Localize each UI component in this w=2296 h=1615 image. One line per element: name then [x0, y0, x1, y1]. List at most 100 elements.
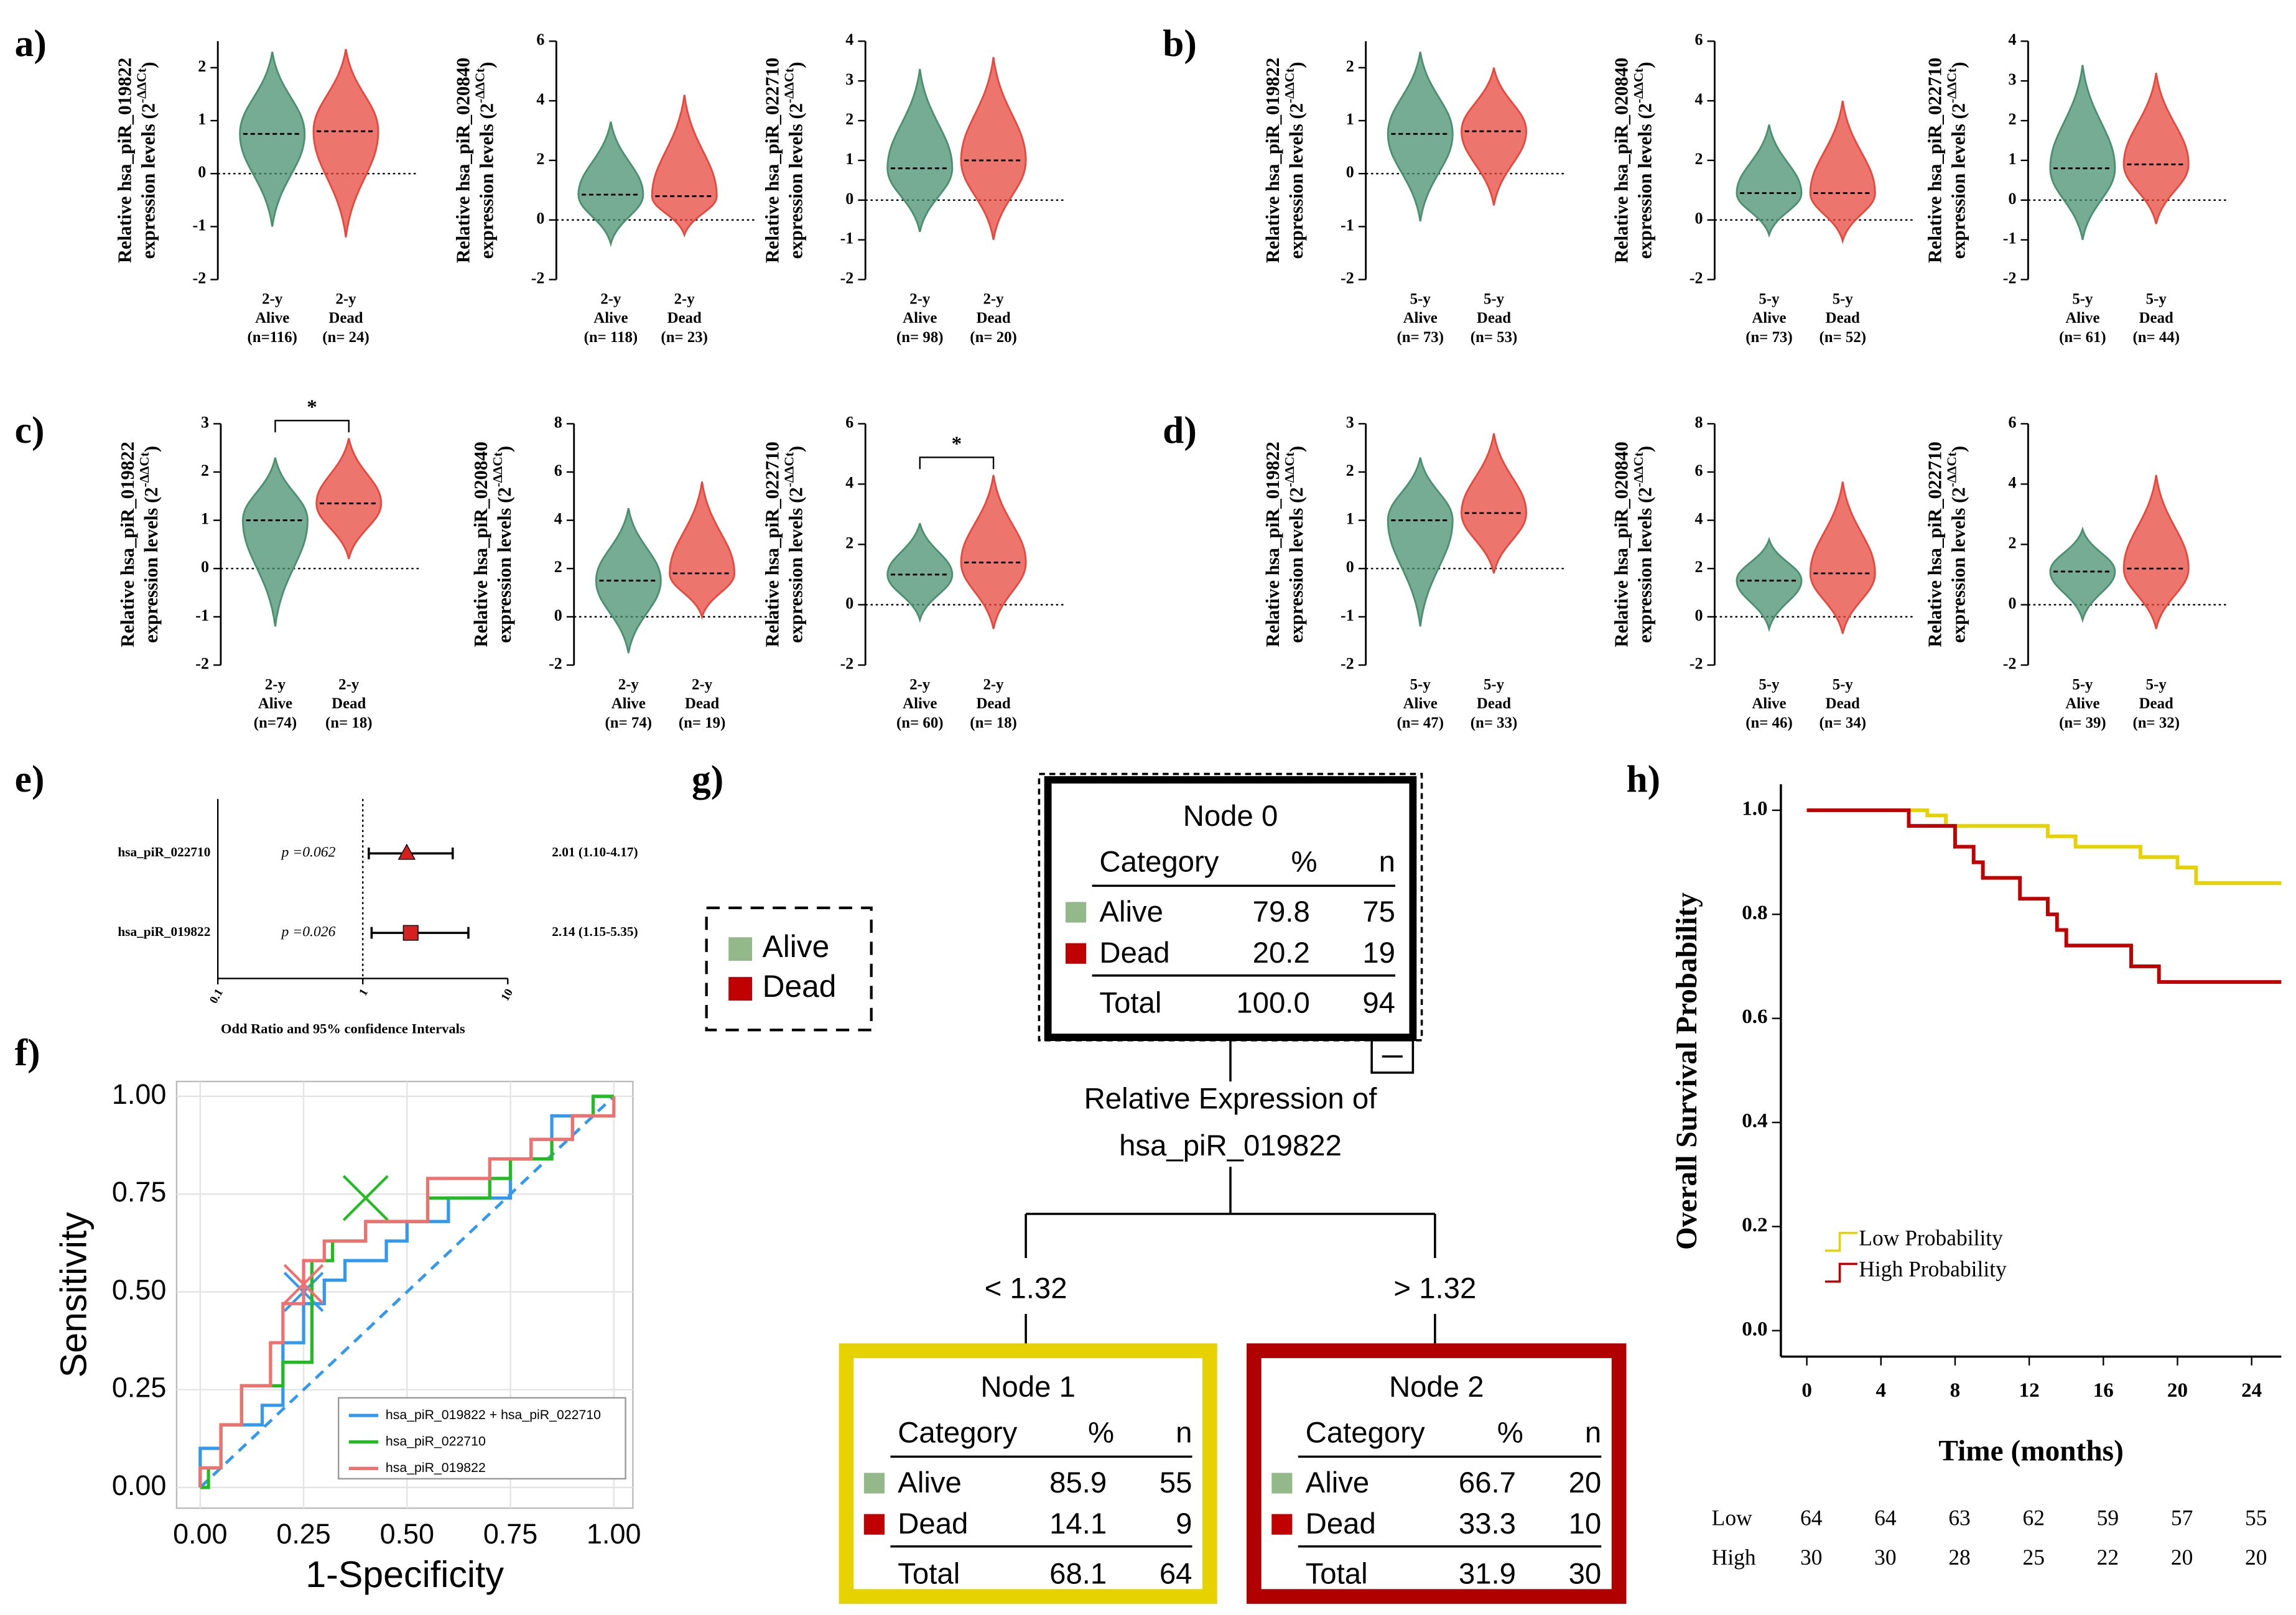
tree-connector	[1025, 1040, 1436, 1344]
y-tick-label: 6	[1694, 30, 1703, 49]
x-tick-label: Dead	[685, 695, 719, 712]
x-tick-label: (n= 46)	[1745, 715, 1793, 731]
risk-count: 64	[1874, 1505, 1897, 1530]
x-tick-label: (n= 24)	[322, 329, 369, 346]
y-axis-label: Relative hsa_piR_022710	[762, 442, 783, 647]
risk-count: 22	[2097, 1545, 2119, 1570]
cell: 64	[1160, 1558, 1192, 1591]
y-label-line: Relative hsa_piR_019822	[117, 442, 138, 647]
y-label-text: expression levels (2	[141, 487, 162, 643]
risk-count: 64	[1800, 1505, 1823, 1530]
column-header: %	[1291, 845, 1318, 878]
x-tick-label: Dead	[1826, 695, 1860, 712]
y-label-line: Relative hsa_piR_019822	[1262, 442, 1283, 647]
x-tick-label: 0.00	[173, 1518, 227, 1550]
x-tick-label: 4	[1875, 1379, 1886, 1402]
y-label-sup: -ΔΔCt	[490, 452, 505, 487]
y-label-sup: -ΔΔCt	[1631, 452, 1646, 487]
x-tick-label: (n= 73)	[1397, 329, 1444, 346]
panel-label: e)	[15, 758, 45, 800]
x-tick-label: 2-y	[618, 676, 639, 693]
x-tick-label: 2-y	[909, 676, 931, 693]
y-tick-label: -1	[2003, 229, 2017, 248]
y-label-sup: -ΔΔCt	[137, 452, 152, 487]
y-tick-label: 0.75	[112, 1176, 166, 1208]
significance-label: *	[307, 396, 317, 419]
x-tick-label: Dead	[328, 310, 363, 326]
x-tick-label: (n= 32)	[2132, 715, 2180, 731]
x-tick-label: 24	[2241, 1379, 2262, 1402]
cell: Dead	[1099, 937, 1169, 969]
risk-count: 20	[2171, 1545, 2193, 1570]
panel-label: b)	[1163, 22, 1197, 65]
cell: 30	[1569, 1558, 1602, 1591]
violin	[577, 121, 644, 248]
category-swatch	[1271, 1473, 1293, 1494]
x-tick-label: 2-y	[909, 290, 931, 307]
risk-count: 59	[2097, 1505, 2119, 1530]
violin	[1387, 457, 1454, 627]
y-label-text: )	[1286, 446, 1307, 452]
y-tick-label: 2	[2008, 534, 2016, 552]
y-label-text: )	[1635, 446, 1656, 452]
violin	[1809, 481, 1876, 634]
y-label-sup: -ΔΔCt	[1282, 452, 1297, 487]
y-label-text: )	[494, 446, 515, 452]
violin	[669, 481, 736, 620]
violin	[315, 438, 383, 560]
survival-curve	[1806, 808, 2282, 984]
y-axis-label: expression levels (2-ΔΔCt)	[781, 446, 806, 643]
y-tick-label: 4	[845, 473, 853, 491]
violin	[1736, 536, 1803, 632]
risk-row-label: Low	[1712, 1505, 1752, 1530]
y-tick-label: -1	[195, 606, 209, 624]
x-tick-label: 2-y	[338, 676, 360, 693]
cell: Alive	[898, 1466, 962, 1499]
y-label-text: expression levels (2	[785, 103, 806, 259]
cell: Total	[898, 1558, 960, 1591]
cell: 94	[1362, 987, 1395, 1020]
x-tick-label: 5-y	[1410, 290, 1431, 307]
split-label: Relative Expression of	[1084, 1082, 1378, 1115]
branch-label: > 1.32	[1393, 1272, 1476, 1305]
y-tick-label: 2	[198, 57, 206, 75]
x-tick-label: (n= 23)	[661, 329, 708, 346]
y-label-text: expression levels (2	[1635, 487, 1656, 643]
legend-label: Dead	[763, 969, 837, 1004]
violin	[1736, 124, 1803, 238]
column-header: n	[1585, 1416, 1601, 1449]
panel-label: g)	[692, 758, 723, 800]
y-tick-label: 6	[554, 461, 562, 479]
y-label-sup: -ΔΔCt	[473, 68, 488, 103]
column-header: %	[1497, 1416, 1523, 1449]
row-label: hsa_piR_019822	[118, 924, 210, 939]
x-tick-label: Alive	[611, 695, 646, 712]
panel-label: a)	[15, 22, 47, 65]
y-axis-label: expression levels (2-ΔΔCt)	[473, 62, 498, 259]
cell: Alive	[1099, 895, 1163, 928]
x-tick-label: 2-y	[983, 676, 1005, 693]
x-tick-label: (n= 47)	[1397, 715, 1444, 731]
violin	[960, 57, 1027, 240]
survival-curve	[1806, 808, 2282, 886]
cell: Dead	[898, 1507, 968, 1540]
y-axis-label: Relative hsa_piR_019822	[1262, 58, 1283, 264]
x-tick-label: 20	[2167, 1379, 2188, 1402]
y-tick-label: 0.0	[1742, 1317, 1767, 1340]
x-tick-label: (n=74)	[254, 715, 297, 731]
y-tick-label: 0.6	[1742, 1005, 1767, 1028]
y-tick-label: 2	[1694, 150, 1703, 168]
y-label-line: Relative hsa_piR_022710	[1925, 58, 1946, 264]
x-tick-label: 1.00	[587, 1518, 641, 1550]
y-axis-label: Sensitivity	[53, 1212, 95, 1378]
x-tick-label: 0.25	[276, 1518, 330, 1550]
x-tick-label: (n= 34)	[1819, 715, 1866, 731]
x-tick-label: (n= 44)	[2132, 329, 2180, 346]
x-tick-label: 0.1	[207, 987, 226, 1006]
y-tick-label: 4	[1694, 90, 1703, 108]
x-axis-label: 1-Specificity	[305, 1553, 504, 1595]
legend-swatch	[1824, 1231, 1857, 1252]
y-label-sup: -ΔΔCt	[1945, 68, 1959, 103]
y-axis-label: Relative hsa_piR_022710	[1925, 58, 1946, 264]
